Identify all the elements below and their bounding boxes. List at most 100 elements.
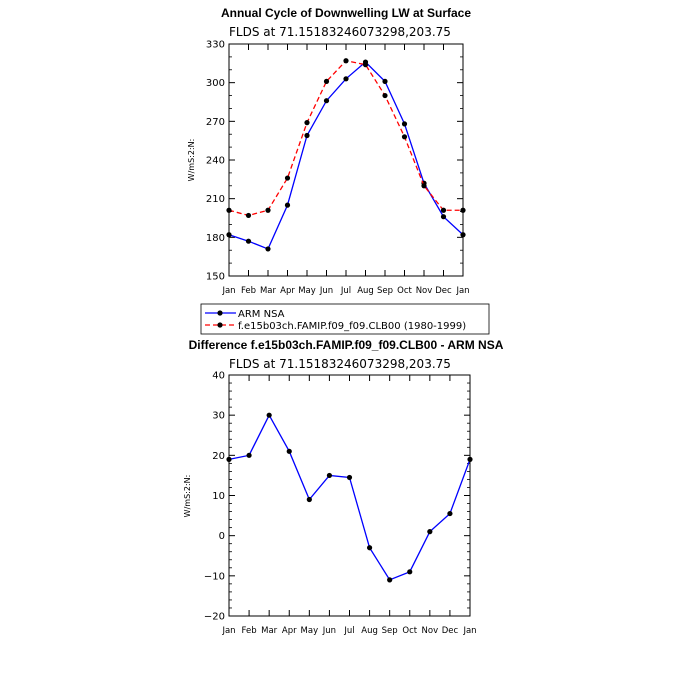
- top-x-tick-label: Nov: [416, 286, 433, 296]
- top-series-1-point: [284, 175, 291, 181]
- top-x-tick-label: Dec: [435, 286, 452, 296]
- top-y-tick-label: 240: [206, 156, 225, 167]
- top-x-tick-label: Aug: [357, 286, 374, 296]
- top-x-tick-label: Feb: [241, 286, 256, 296]
- bottom-x-tick-label: Sep: [382, 626, 398, 636]
- bottom-chart-title: Difference f.e15b03ch.FAMIP.f09_f09.CLB0…: [189, 338, 504, 352]
- top-x-tick-label: Mar: [260, 286, 277, 296]
- bottom-series-0-point: [306, 496, 312, 503]
- top-y-tick-label: 270: [206, 117, 225, 128]
- top-x-tick-label: Jun: [319, 286, 333, 296]
- bottom-series-0-point: [346, 474, 353, 481]
- bottom-y-tick-label: 40: [212, 371, 225, 382]
- bottom-x-tick-label: Feb: [242, 626, 257, 636]
- top-y-tick-label: 300: [206, 78, 225, 89]
- top-series-1-point: [440, 207, 447, 213]
- top-series-group: [226, 58, 466, 252]
- top-series-0-point: [460, 232, 466, 238]
- top-series-1-point: [460, 207, 466, 213]
- bottom-chart: Difference f.e15b03ch.FAMIP.f09_f09.CLB0…: [183, 338, 504, 636]
- top-chart-title: Annual Cycle of Downwelling LW at Surfac…: [221, 6, 471, 20]
- top-series-1-point: [343, 58, 349, 64]
- top-x-tick-label: Oct: [397, 286, 412, 296]
- bottom-y-axis-label: W/mS:2:N:: [183, 475, 192, 518]
- bottom-x-tick-label: Apr: [282, 626, 297, 636]
- bottom-y-tick-label: 10: [212, 491, 225, 502]
- top-y-tick-label: 180: [206, 233, 225, 244]
- top-series-1-point: [362, 62, 369, 68]
- top-series-1-point: [304, 120, 310, 126]
- top-y-tick-label: 330: [206, 40, 225, 51]
- bottom-y-tick-label: 20: [212, 451, 225, 462]
- legend-box: [200, 303, 490, 335]
- top-series-0-point: [343, 76, 349, 82]
- top-series-1-point: [401, 134, 408, 140]
- bottom-y-tick-label: −20: [204, 612, 225, 623]
- legend: ARM NSA f.e15b03ch.FAMIP.f09_f09.CLB00 (…: [200, 303, 490, 335]
- top-y-tick-label: 150: [206, 272, 225, 283]
- bottom-series-0-point: [226, 456, 232, 462]
- bottom-series-0-point: [407, 569, 413, 575]
- top-x-ticks: Jan Feb Mar Apr May Jun Jul Aug Sep Oct Nov Dec Jan: [221, 44, 470, 296]
- legend-marker-arm-nsa: [217, 310, 223, 316]
- top-x-tick-label: Sep: [377, 286, 393, 296]
- bottom-x-ticks: Jan Feb Mar Apr May Jun Jul Aug Sep Oct Nov Dec Jan: [221, 375, 477, 636]
- bottom-x-tick-label: Jan: [221, 626, 235, 636]
- bottom-series-line-0: [228, 413, 471, 581]
- top-series-0-point: [304, 132, 310, 139]
- bottom-y-tick-label: −10: [204, 571, 225, 582]
- bottom-x-tick-label: May: [301, 626, 319, 636]
- bottom-x-tick-label: Mar: [261, 626, 278, 636]
- top-y-ticks: 150 180 210 240 270 300 330: [206, 40, 463, 283]
- bottom-x-tick-label: Aug: [361, 626, 378, 636]
- bottom-x-tick-label: Jul: [343, 626, 354, 636]
- bottom-series-0-point: [266, 412, 272, 418]
- bottom-series-0-point: [447, 510, 453, 517]
- bottom-series-0-point: [467, 456, 473, 462]
- top-series-1-point: [421, 183, 427, 189]
- legend-label-model: f.e15b03ch.FAMIP.f09_f09.CLB00 (1980-199…: [238, 321, 466, 332]
- bottom-series-0-point: [427, 529, 433, 535]
- legend-marker-model: [217, 322, 223, 328]
- bottom-y-tick-label: 30: [212, 411, 225, 422]
- top-series-0-point: [440, 214, 447, 220]
- top-series-1-point: [265, 207, 271, 213]
- top-series-1-point: [382, 92, 388, 99]
- top-series-0-point: [226, 232, 232, 238]
- top-series-line-0: [228, 61, 464, 250]
- top-x-tick-label: Jul: [340, 286, 351, 296]
- top-series-1-point: [226, 207, 232, 213]
- top-y-tick-label: 210: [206, 194, 225, 205]
- top-x-tick-label: Apr: [280, 286, 295, 296]
- top-x-tick-label: Jan: [455, 286, 469, 296]
- top-x-tick-label: May: [298, 286, 316, 296]
- top-chart-subtitle: FLDS at 71.15183246073298,203.75: [229, 25, 451, 39]
- bottom-series-0-point: [286, 448, 292, 454]
- legend-label-arm-nsa: ARM NSA: [238, 309, 285, 320]
- bottom-plot-frame: [228, 374, 471, 617]
- top-series-0-point: [245, 238, 252, 244]
- bottom-x-tick-label: Oct: [402, 626, 417, 636]
- bottom-y-tick-label: 0: [219, 531, 225, 542]
- top-series-line-1: [228, 60, 463, 217]
- bottom-series-0-point: [387, 577, 393, 583]
- top-x-tick-label: Jan: [221, 286, 235, 296]
- top-y-axis-label: W/mS:2:N:: [187, 139, 196, 182]
- top-series-0-point: [265, 246, 271, 252]
- bottom-series-group: [226, 412, 473, 583]
- top-series-0-point: [382, 78, 388, 84]
- top-chart: Annual Cycle of Downwelling LW at Surfac…: [187, 6, 471, 296]
- top-series-1-point: [323, 78, 330, 84]
- bottom-series-0-point: [326, 472, 333, 479]
- bottom-x-tick-label: Jun: [322, 626, 336, 636]
- bottom-series-0-point: [246, 452, 252, 458]
- bottom-x-tick-label: Dec: [442, 626, 459, 636]
- bottom-chart-subtitle: FLDS at 71.15183246073298,203.75: [229, 357, 451, 371]
- bottom-y-ticks: −20 −10 0 10 20 30 40: [204, 371, 470, 623]
- top-series-1-point: [245, 212, 252, 219]
- top-series-0-point: [323, 98, 330, 104]
- bottom-series-0-point: [366, 545, 373, 551]
- top-series-0-point: [284, 202, 291, 208]
- bottom-x-tick-label: Nov: [422, 626, 439, 636]
